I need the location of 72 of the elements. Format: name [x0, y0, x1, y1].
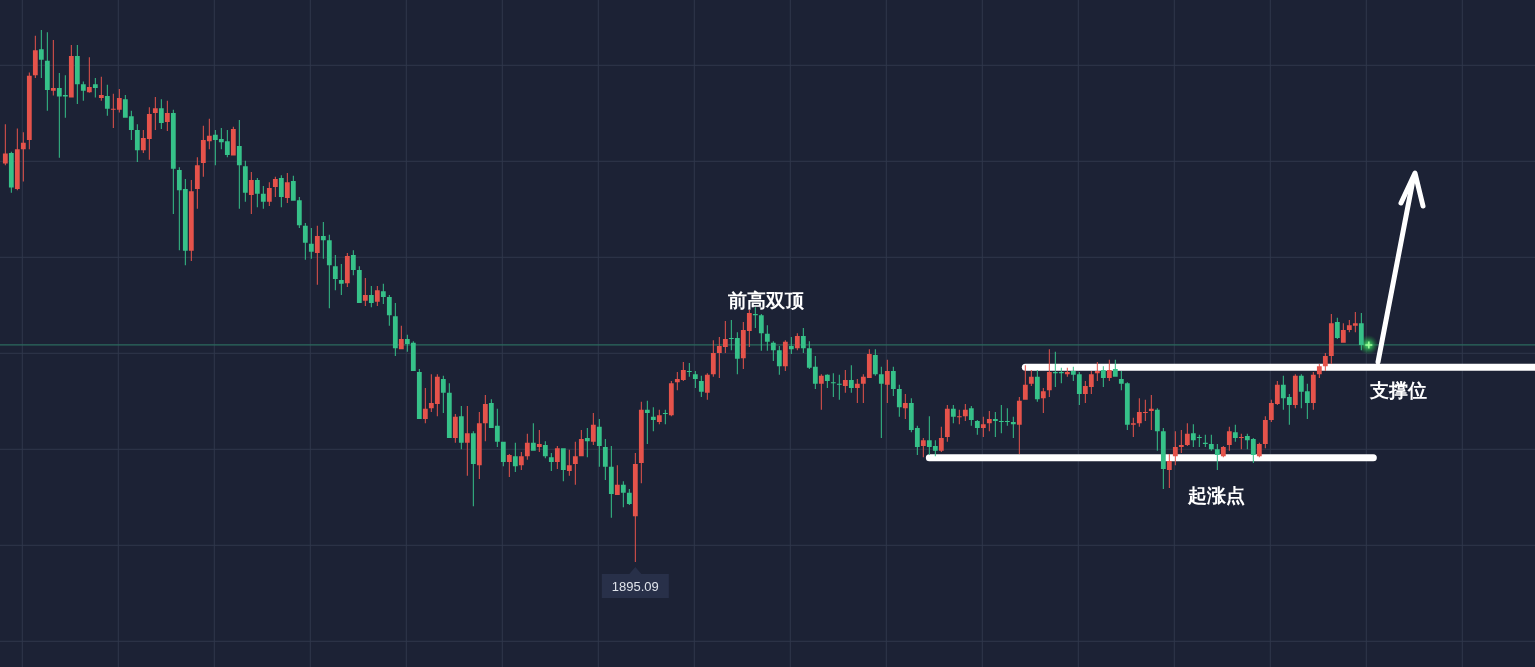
candlestick: [380, 283, 386, 304]
candlestick: [572, 441, 578, 485]
candlestick: [614, 465, 620, 495]
candlestick: [1202, 434, 1208, 448]
candlestick: [836, 374, 842, 400]
annotation: 前高双顶: [727, 289, 805, 311]
candlestick: [50, 40, 56, 96]
candlestick: [320, 222, 326, 259]
candlestick: [602, 439, 608, 481]
candlestick: [464, 406, 470, 476]
candlestick: [1166, 454, 1172, 489]
candlestick: [1094, 361, 1100, 382]
candlestick: [1148, 394, 1154, 431]
candlestick: [2, 124, 8, 166]
candlestick: [1214, 443, 1220, 470]
series-label: 起涨点: [1186, 483, 1245, 506]
candlestick: [1172, 431, 1178, 466]
candlestick: [152, 97, 158, 131]
candlestick: [314, 225, 320, 285]
candlestick: [506, 454, 512, 477]
candlestick: [884, 359, 890, 403]
candlestick: [1232, 424, 1238, 442]
candlestick: [530, 423, 536, 451]
candlestick: [920, 438, 926, 458]
candlestick: [38, 30, 44, 78]
candlestick: [566, 449, 572, 476]
candlestick: [98, 76, 104, 101]
candlestick: [104, 84, 110, 116]
candlestick: [332, 255, 338, 291]
candlestick: [338, 264, 344, 295]
candlestick: [686, 363, 692, 377]
candlestick: [86, 57, 92, 93]
candlestick: [1040, 388, 1046, 414]
candlestick: [362, 277, 368, 307]
candlestick: [698, 375, 704, 398]
candlestick: [1238, 433, 1244, 450]
series-label: 支撑位: [1368, 379, 1427, 402]
candlestick: [842, 369, 848, 393]
candlestick: [764, 325, 770, 351]
candlestick: [644, 400, 650, 444]
candlestick: [80, 81, 86, 101]
candlestick: [992, 411, 998, 437]
candlestick: [20, 132, 26, 182]
candlestick: [848, 365, 854, 393]
candlestick: [1178, 430, 1184, 453]
candlestick: [620, 481, 626, 508]
candlestick: [584, 427, 590, 458]
candlestick: [1010, 416, 1016, 439]
candlestick: [1028, 369, 1034, 386]
candlestick: [974, 419, 980, 435]
candlestick: [1022, 365, 1028, 400]
candlestick: [980, 416, 986, 437]
candlestick: [548, 452, 554, 472]
candlestick: [92, 77, 98, 98]
candlestick: [956, 409, 962, 425]
candlestick: [830, 373, 836, 398]
candlestick: [308, 227, 314, 259]
candlestick: [788, 336, 794, 354]
candlestick: [938, 426, 944, 452]
candlestick: [1100, 366, 1106, 387]
candlestick: [662, 409, 668, 425]
candlestick: [260, 185, 266, 209]
candlestick: [878, 366, 884, 439]
candlestick: [650, 407, 656, 432]
candlestick: [854, 378, 860, 403]
candlestick: [818, 374, 824, 410]
annotation: 1895.09: [611, 578, 659, 594]
candlestick: [536, 430, 542, 452]
candlestick: [236, 119, 242, 209]
candlestick: [326, 234, 332, 309]
candlestick: [692, 371, 698, 389]
candlestick: [1130, 417, 1136, 437]
